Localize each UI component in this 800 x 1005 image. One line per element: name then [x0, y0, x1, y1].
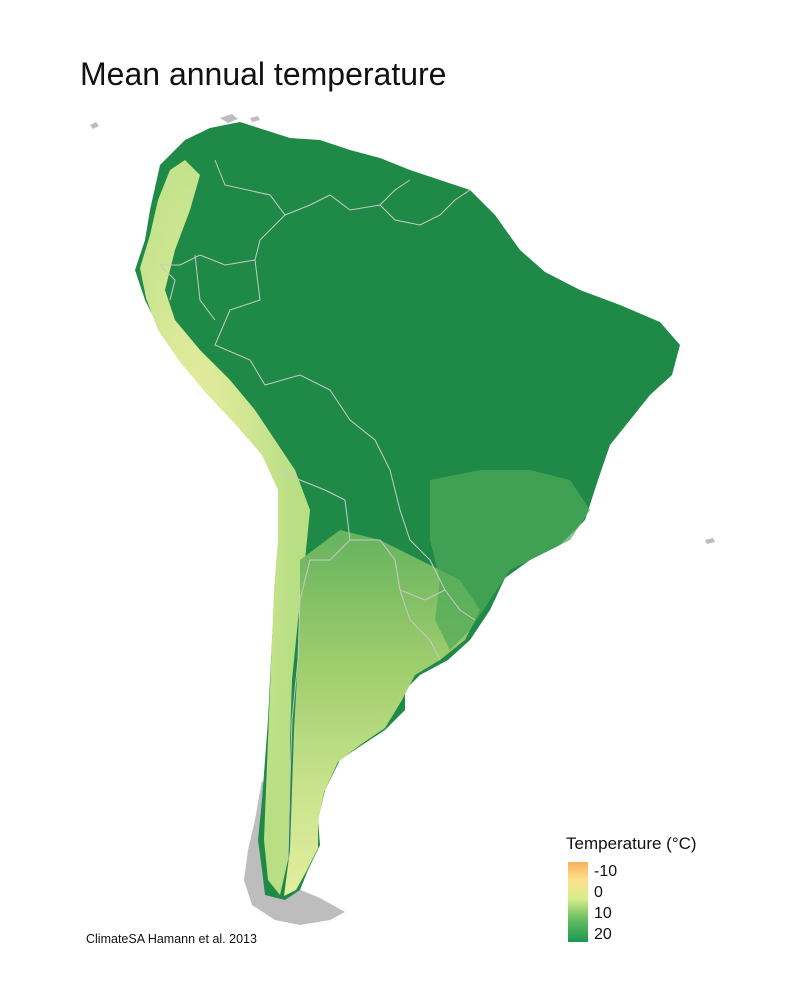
andes-region — [140, 160, 310, 895]
legend-tick-20: 20 — [594, 926, 612, 943]
map-title: Mean annual temperature — [80, 56, 447, 92]
legend-title: Temperature (°C) — [566, 834, 697, 853]
legend-color-bar — [568, 862, 588, 942]
southern-cone-region — [284, 530, 480, 896]
legend-tick-0: 0 — [594, 884, 603, 901]
data-credit: ClimateSA Hamann et al. 2013 — [86, 932, 257, 946]
brazil-highlands — [430, 470, 590, 650]
legend: Temperature (°C) -10 0 10 20 — [566, 834, 766, 954]
continent-landmass — [135, 122, 680, 900]
legend-tick-neg10: -10 — [594, 863, 618, 880]
legend-tick-10: 10 — [594, 905, 612, 922]
country-borders — [159, 159, 476, 861]
